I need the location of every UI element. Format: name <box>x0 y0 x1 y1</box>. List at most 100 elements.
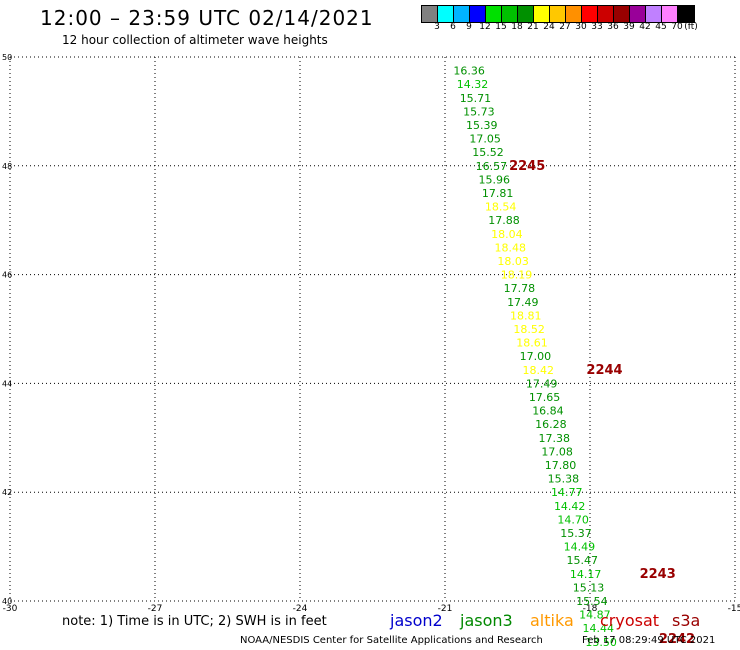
wave-height-label: 14.70 <box>557 513 589 526</box>
wave-height-label: 17.49 <box>507 296 539 309</box>
color-scale-label: 70 <box>671 22 683 32</box>
wave-height-label: 17.08 <box>541 445 573 458</box>
color-scale-label: 27 <box>559 22 571 32</box>
wave-height-label: 15.39 <box>466 119 498 132</box>
wave-height-label: 18.81 <box>510 309 542 322</box>
color-swatch <box>614 6 630 22</box>
x-tick-label: -15 <box>728 604 740 614</box>
x-tick-label: -30 <box>3 604 18 614</box>
wave-height-label: 13.50 <box>585 636 617 649</box>
footer-credit: NOAA/NESDIS Center for Satellite Applica… <box>240 635 543 646</box>
color-swatch <box>630 6 646 22</box>
color-swatch <box>534 6 550 22</box>
wave-height-label: 16.57 <box>476 160 508 173</box>
color-scale-label: 18 <box>511 22 523 32</box>
wave-height-label: 16.36 <box>453 65 485 78</box>
wave-height-label: 14.49 <box>564 541 596 554</box>
color-scale-label: 21 <box>527 22 539 32</box>
wave-height-label: 17.65 <box>529 391 561 404</box>
wave-height-label: 14.32 <box>457 78 489 91</box>
color-scale-label: 42 <box>639 22 651 32</box>
wave-height-label: 16.28 <box>535 418 567 431</box>
wave-height-label: 17.80 <box>545 459 577 472</box>
color-scale-label: 39 <box>623 22 635 32</box>
wave-height-label: 15.38 <box>548 473 580 486</box>
wave-height-label: 16.84 <box>532 405 564 418</box>
wave-height-label: 15.47 <box>567 554 599 567</box>
footer-note: note: 1) Time is in UTC; 2) SWH is in fe… <box>62 614 327 629</box>
color-scale-label: 3 <box>434 22 440 32</box>
color-scale-bar <box>421 5 695 23</box>
wave-height-label: 18.42 <box>523 364 555 377</box>
color-scale-label: 12 <box>479 22 491 32</box>
pass-time-label: 2244 <box>586 363 622 378</box>
color-scale-label: 15 <box>495 22 507 32</box>
wave-height-label: 17.38 <box>538 432 570 445</box>
color-swatch <box>662 6 678 22</box>
wave-height-label: 15.71 <box>460 92 492 105</box>
color-swatch <box>454 6 470 22</box>
wave-height-label: 17.05 <box>469 133 501 146</box>
wave-height-label: 18.03 <box>497 255 529 268</box>
color-swatch <box>566 6 582 22</box>
wave-height-label: 18.19 <box>501 269 533 282</box>
wave-height-label: 17.88 <box>488 214 520 227</box>
wave-height-label: 14.87 <box>579 609 611 622</box>
color-swatch <box>582 6 598 22</box>
wave-height-label: 17.78 <box>504 282 536 295</box>
color-scale-label: 33 <box>591 22 603 32</box>
wave-height-label: 18.61 <box>516 337 548 350</box>
legend-jason3: jason3 <box>460 611 513 630</box>
pass-time-label: 2245 <box>509 159 545 174</box>
y-tick-label: 46 <box>2 271 12 280</box>
color-swatch <box>438 6 454 22</box>
color-scale-label: 45 <box>655 22 667 32</box>
color-swatch <box>550 6 566 22</box>
color-scale-unit: (ft) <box>684 22 698 32</box>
legend-jason2: jason2 <box>390 611 443 630</box>
color-scale-label: 6 <box>450 22 456 32</box>
legend-altika: altika <box>530 611 574 630</box>
color-swatch <box>486 6 502 22</box>
wave-height-label: 15.13 <box>573 581 605 594</box>
color-swatch <box>502 6 518 22</box>
color-swatch <box>646 6 662 22</box>
wave-height-label: 14.44 <box>582 622 614 635</box>
color-scale-label: 30 <box>575 22 587 32</box>
chart-title: 12:00 – 23:59 UTC 02/14/2021 <box>40 6 374 30</box>
wave-height-label: 14.17 <box>570 568 602 581</box>
x-tick-label: -24 <box>293 604 308 614</box>
pass-time-label: 2242 <box>659 632 695 647</box>
wave-height-label: 17.81 <box>482 187 514 200</box>
wave-height-label: 15.73 <box>463 105 495 118</box>
color-swatch <box>598 6 614 22</box>
wave-height-label: 15.54 <box>576 595 608 608</box>
y-tick-label: 42 <box>2 488 12 497</box>
color-scale-label: 24 <box>543 22 555 32</box>
wave-height-label: 18.54 <box>485 201 517 214</box>
y-tick-label: 50 <box>2 53 12 62</box>
x-tick-label: -18 <box>583 604 598 614</box>
wave-height-label: 17.49 <box>526 377 558 390</box>
wave-height-label: 18.04 <box>491 228 523 241</box>
pass-time-label: 2243 <box>640 567 676 582</box>
color-scale-label: 36 <box>607 22 619 32</box>
wave-height-label: 15.52 <box>472 146 504 159</box>
wave-height-label: 18.52 <box>513 323 545 336</box>
wave-height-label: 17.00 <box>520 350 552 363</box>
wave-height-label: 14.77 <box>551 486 583 499</box>
chart-subtitle: 12 hour collection of altimeter wave hei… <box>62 33 328 47</box>
x-tick-label: -21 <box>438 604 453 614</box>
y-tick-label: 48 <box>2 162 12 171</box>
wave-height-label: 14.42 <box>554 500 586 513</box>
wave-height-label: 18.48 <box>495 241 527 254</box>
color-swatch <box>422 6 438 22</box>
legend-s3a: s3a <box>672 611 701 630</box>
color-swatch <box>678 6 694 22</box>
color-scale-label: 9 <box>466 22 472 32</box>
y-tick-label: 40 <box>2 597 12 606</box>
wave-height-label: 15.37 <box>560 527 592 540</box>
x-tick-label: -27 <box>148 604 163 614</box>
